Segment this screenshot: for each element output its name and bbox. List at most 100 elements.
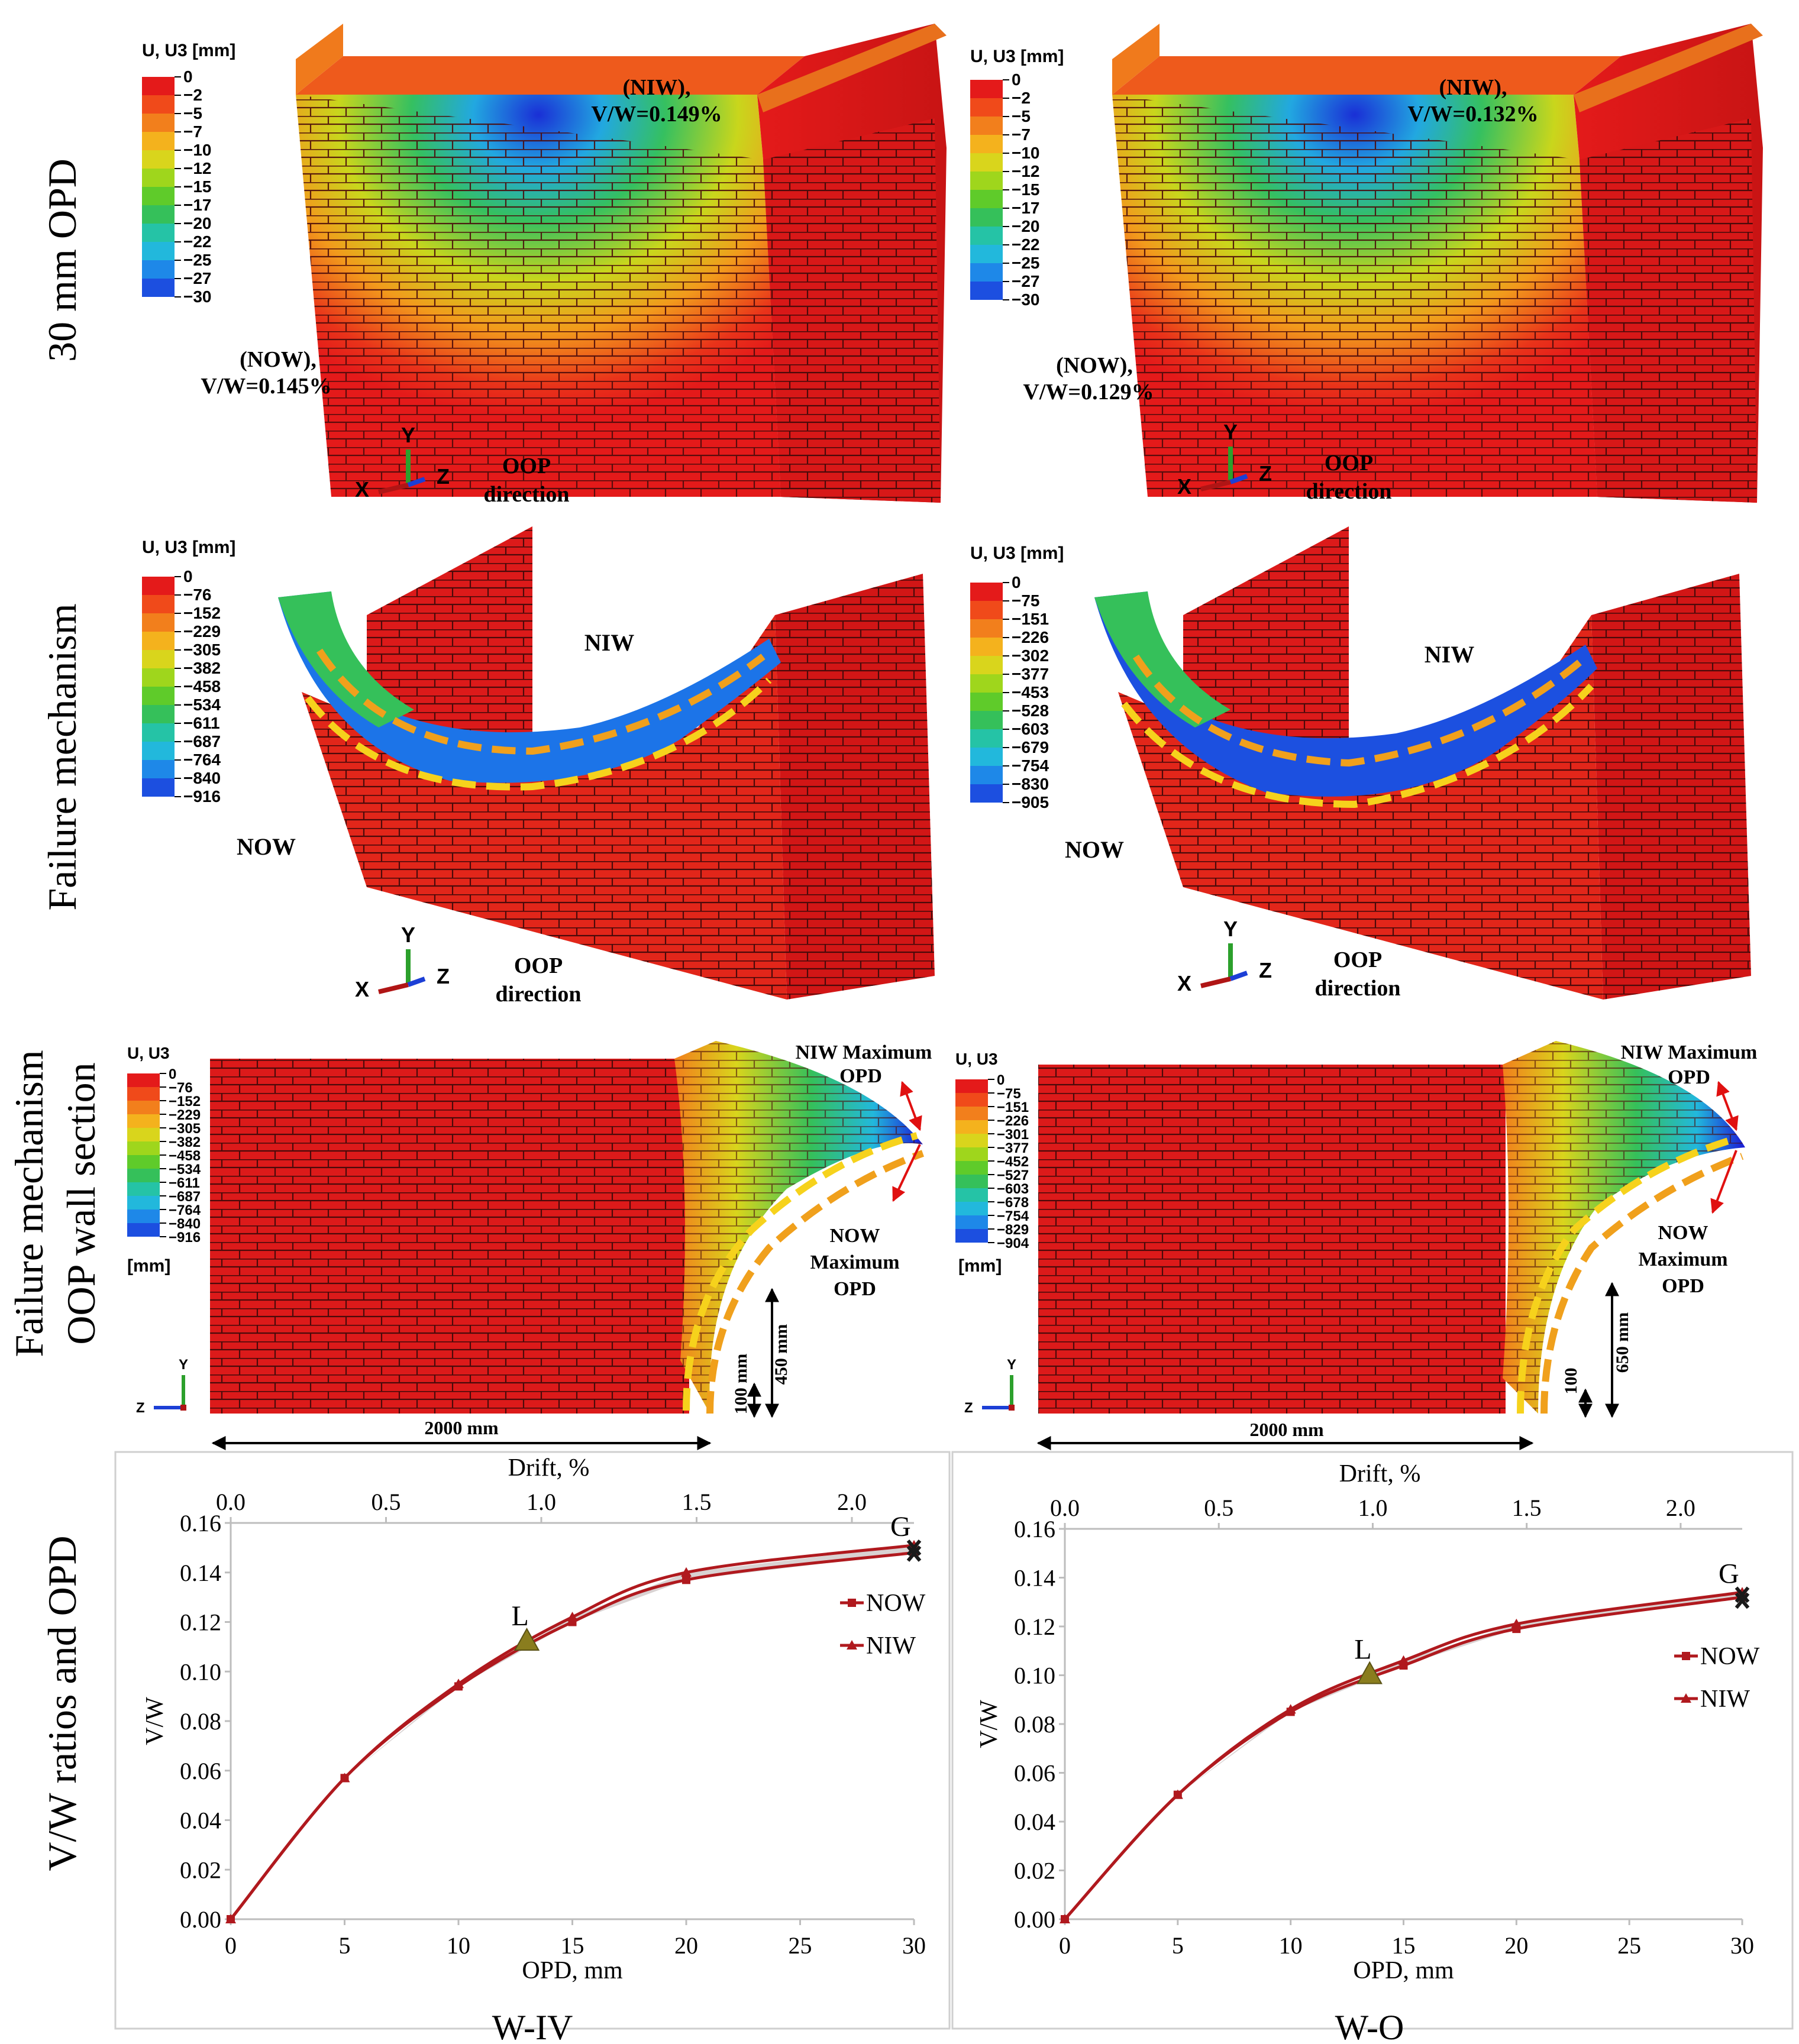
legend-value: −829: [997, 1222, 1029, 1238]
legend-swatch: [970, 98, 1003, 117]
legend-value: −151: [997, 1099, 1029, 1115]
axis-triad-top-right: Y X Z OOP direction: [1177, 420, 1391, 504]
y-tick-label: 0.16: [180, 1510, 221, 1537]
legend-value: −453: [1012, 683, 1049, 701]
legend-swatch: [970, 729, 1003, 748]
legend-value: −611: [169, 1175, 200, 1191]
data-point-niw: [225, 1914, 236, 1923]
legend-value: −226: [997, 1113, 1029, 1129]
legend-value: 0: [997, 1072, 1005, 1088]
x-axis-title: OPD, mm: [522, 1957, 623, 1984]
x2-tick-label: 2.0: [1666, 1495, 1695, 1521]
x-tick-label: 10: [447, 1932, 470, 1959]
x2-axis-title: Drift, %: [508, 1454, 590, 1482]
y-tick-label: 0.10: [1014, 1663, 1055, 1689]
legend-value: 0: [169, 1066, 176, 1082]
y-axis-title: V/W: [141, 1697, 169, 1745]
legend-swatch: [142, 723, 175, 742]
legend-unit: [mm]: [127, 1256, 170, 1276]
legend-swatch: [142, 205, 175, 224]
axis-y-label: Y: [401, 423, 415, 447]
legend-value: −305: [169, 1121, 201, 1137]
legend-swatch: [127, 1169, 160, 1182]
x2-tick-label: 0.5: [372, 1489, 401, 1515]
now-max-label: NOW: [1658, 1222, 1708, 1244]
legend-value: −12: [1012, 162, 1040, 180]
niw-label: (NIW),: [1439, 75, 1507, 100]
legend-swatch: [970, 766, 1003, 784]
axis-triad-section-right: Y Z: [964, 1357, 1016, 1416]
legend-value: −75: [1012, 591, 1040, 610]
legend-value: −603: [997, 1181, 1029, 1197]
legend-value: −528: [1012, 701, 1049, 720]
legend-value: −30: [183, 287, 212, 306]
x-tick-label: 25: [789, 1932, 812, 1959]
legend-value: −17: [183, 196, 212, 214]
data-point-niw: [1172, 1789, 1183, 1799]
y-tick-label: 0.06: [180, 1758, 221, 1784]
legend-swatch: [127, 1101, 160, 1114]
legend-value: −678: [997, 1195, 1029, 1211]
now-ratio: V/W=0.145%: [201, 374, 331, 399]
legend-unit: [mm]: [958, 1256, 1002, 1276]
legend-swatch: [142, 95, 175, 114]
legend-swatch: [142, 595, 175, 613]
legend-value: −229: [169, 1107, 201, 1123]
oop-direction-label: direction: [484, 482, 570, 507]
model-top-right: [1112, 24, 1763, 503]
now-label: NOW: [237, 833, 296, 860]
axis-z-label: Z: [136, 1400, 145, 1416]
now-label: (NOW),: [240, 347, 316, 372]
legend-swatch: [142, 242, 175, 260]
legend-value: −377: [1012, 665, 1049, 683]
legend-value: −27: [183, 269, 212, 287]
axis-x-label: X: [355, 977, 369, 1001]
legend-value: −904: [997, 1236, 1029, 1251]
legend-swatch: [142, 687, 175, 705]
legend-value: −25: [183, 251, 212, 269]
legend-value: 0: [1012, 573, 1021, 591]
legend-swatch: [970, 190, 1003, 208]
niw-label: (NIW),: [622, 75, 690, 100]
legend-value: −840: [169, 1216, 201, 1232]
x-tick-label: 5: [339, 1932, 351, 1959]
oop-label: OOP: [1325, 451, 1373, 476]
section-right: [1036, 1041, 1745, 1450]
axis-x-label: X: [1177, 474, 1191, 499]
legend-value: −458: [169, 1148, 201, 1164]
dim-tall: 450 mm: [771, 1324, 791, 1385]
legend-swatch: [142, 668, 175, 687]
legend-swatch: [955, 1161, 988, 1175]
axis-x-label: X: [355, 477, 369, 502]
y-tick-label: 0.10: [180, 1658, 221, 1685]
chart-w-iv: 0.00 0.02 0.04 0.06 0.08 0.10 0.12 0.14 0.16 0 5 10…: [141, 1454, 926, 1984]
axis-x-label: X: [1177, 971, 1191, 995]
y-tick-label: 0.16: [1014, 1516, 1055, 1542]
legend-top-right: U, U3 [mm] 0−2−5−7−10−12−15−17−20−22−25−…: [970, 47, 1064, 309]
legend-value: −382: [183, 659, 221, 677]
legend-swatch: [955, 1107, 988, 1120]
legend-value: 0: [183, 567, 193, 586]
row-label-30mm-opd: 30 mm OPD: [40, 159, 85, 362]
legend-swatch: [970, 619, 1003, 638]
niw-label: NIW: [584, 629, 634, 656]
x-tick-label: 5: [1172, 1932, 1184, 1959]
marker-g: [1735, 1592, 1750, 1609]
row-label-failure-mechanism-section: Failure mechanism: [7, 1050, 51, 1357]
legend-section-left: U, U3 0−76−152−229−305−382−458−534−611−6…: [127, 1044, 201, 1276]
axis-y-label: Y: [401, 923, 415, 947]
y-tick-label: 0.08: [180, 1708, 221, 1735]
legend-scale: 0−2−5−7−10−12−15−17−20−22−25−27−30: [142, 67, 212, 306]
legend-title: U, U3 [mm]: [142, 538, 235, 557]
now-label: NOW: [1065, 836, 1124, 863]
legend-swatch: [955, 1134, 988, 1147]
legend-swatch: [955, 1229, 988, 1243]
now-max-opd: OPD: [1662, 1275, 1704, 1297]
legend-value: −754: [1012, 756, 1049, 775]
legend-value: −229: [183, 622, 221, 641]
legend-swatch: [970, 117, 1003, 135]
legend-value: −15: [1012, 180, 1040, 199]
legend-value: −17: [1012, 199, 1040, 217]
legend-scale: 0−75−151−226−301−377−452−527−603−678−754…: [955, 1072, 1029, 1251]
x-tick-label: 20: [1504, 1932, 1528, 1959]
